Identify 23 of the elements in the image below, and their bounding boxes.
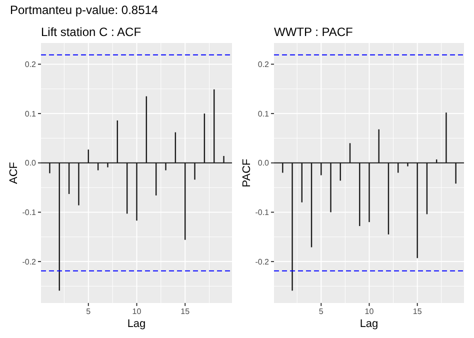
text: Portmanteu p-value: 0.8514: [10, 3, 158, 17]
chart-title: Lift station C : ACF: [41, 25, 142, 39]
y-tick-label: -0.2: [255, 257, 270, 266]
y-tick-label: -0.2: [22, 257, 37, 266]
y-axis-title: ACF: [8, 162, 20, 184]
y-tick-label: 0.0: [258, 158, 270, 168]
x-axis-title: Lag: [127, 318, 146, 330]
x-tick-label: 5: [318, 307, 324, 316]
x-tick-label: 15: [412, 307, 422, 316]
y-axis-title: PACF: [241, 158, 253, 188]
y-tick-label: 0.1: [258, 109, 270, 118]
x-tick-label: 10: [364, 307, 374, 316]
x-tick-label: 15: [180, 307, 190, 316]
y-tick-label: -0.1: [22, 208, 37, 218]
chart-title: WWTP : PACF: [274, 25, 353, 39]
x-axis-title: Lag: [360, 318, 378, 330]
x-tick-label: 5: [86, 307, 92, 316]
x-tick-label: 10: [132, 307, 142, 316]
y-tick-label: 0.2: [24, 60, 37, 70]
y-tick-label: 0.1: [24, 109, 37, 118]
y-tick-label: 0.0: [24, 158, 37, 168]
y-tick-label: -0.1: [255, 208, 270, 218]
y-tick-label: 0.2: [258, 60, 270, 70]
